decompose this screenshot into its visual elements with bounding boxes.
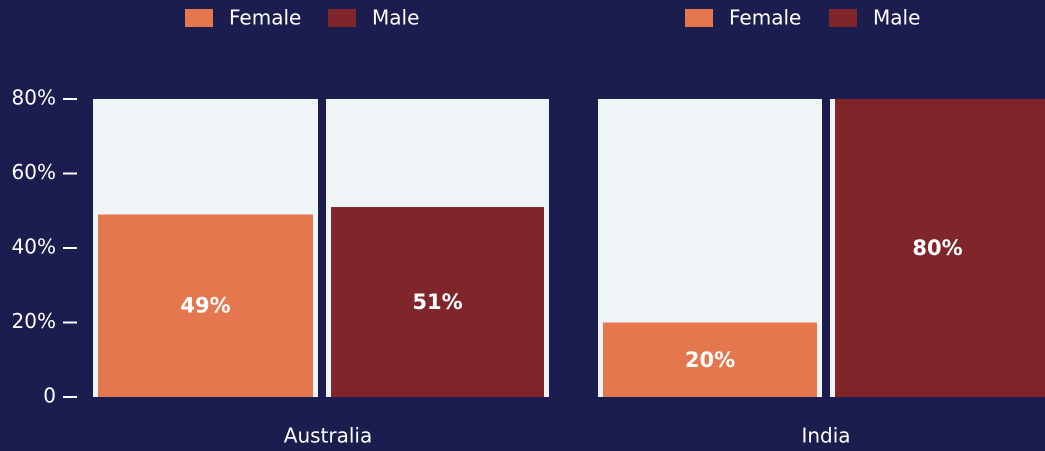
y-tick-label: 40% xyxy=(12,235,56,259)
value-label: 80% xyxy=(912,236,962,260)
x-tick-label: India xyxy=(801,424,850,448)
legend-swatch xyxy=(328,9,356,27)
value-label: 20% xyxy=(685,348,735,372)
legend-label: Female xyxy=(229,6,301,30)
y-tick-label: 80% xyxy=(12,86,56,110)
y-tick-label: 0 xyxy=(43,384,56,408)
legend-swatch xyxy=(185,9,213,27)
bar xyxy=(331,207,544,397)
legend-swatch xyxy=(829,9,857,27)
legend-label: Male xyxy=(372,6,419,30)
value-label: 49% xyxy=(180,294,230,318)
bar xyxy=(603,322,817,397)
y-tick-label: 20% xyxy=(12,309,56,333)
x-tick-label: Australia xyxy=(284,424,372,448)
bar xyxy=(835,99,1045,397)
legend-swatch xyxy=(685,9,713,27)
y-tick-label: 60% xyxy=(12,160,56,184)
legend-label: Male xyxy=(873,6,920,30)
bar xyxy=(98,214,313,397)
legend-label: Female xyxy=(729,6,801,30)
value-label: 51% xyxy=(412,290,462,314)
